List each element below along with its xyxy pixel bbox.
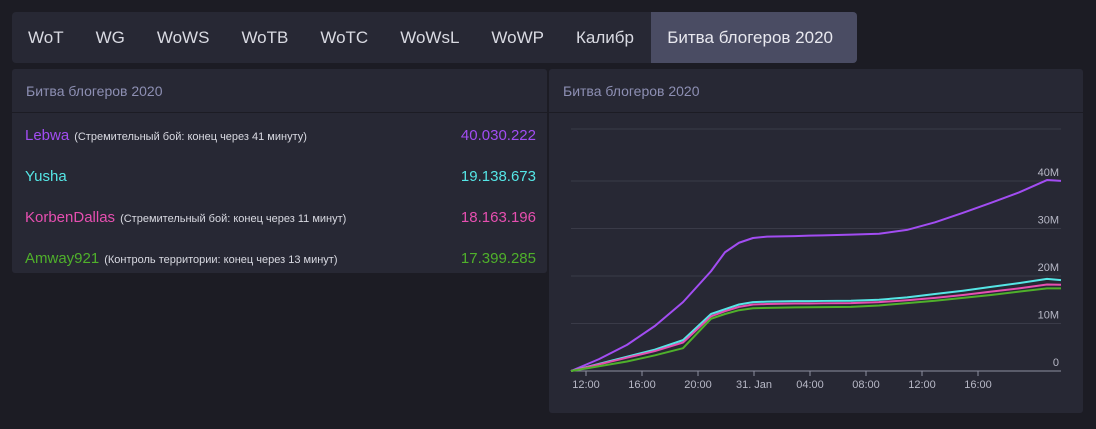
chart-panel: Битва блогеров 2020 0 10M 20M 30M 40M 12:00 16…	[549, 69, 1083, 413]
series-line-2	[570, 283, 1062, 372]
x-tick-label: 08:00	[852, 379, 880, 391]
x-tick-label: 16:00	[964, 379, 992, 391]
series-line-3	[570, 287, 1061, 372]
line-chart: 0 10M 20M 30M 40M 12:00 16:00 20:00 31. Jan 04:00…	[570, 128, 1062, 391]
player-name[interactable]: KorbenDallas	[25, 208, 116, 226]
row-label: KorbenDallas (Стремительный бой: конец че…	[25, 209, 346, 227]
player-name[interactable]: Amway921	[25, 249, 100, 267]
leaderboard-row: Amway921 (Контроль территории: конец чере…	[12, 238, 547, 279]
x-tick-label: 16:00	[628, 379, 656, 391]
chart-title: Битва блогеров 2020	[549, 69, 1083, 113]
leaderboard-row: KorbenDallas (Стремительный бой: конец че…	[12, 197, 547, 238]
player-score: 40.030.222	[460, 127, 536, 144]
y-tick-label: 30M	[1038, 215, 1059, 227]
leaderboard-panel: Битва блогеров 2020 Lebwa (Стремительный …	[12, 69, 547, 273]
tab-1[interactable]: WG	[95, 27, 125, 47]
player-name[interactable]: Yusha	[25, 167, 67, 185]
tab-bar: WoT WG WoWS WoTB WoTC WoWsL WoWP Калибр Битва бл…	[12, 12, 857, 63]
player-name[interactable]: Lebwa	[25, 126, 70, 144]
row-label: Lebwa (Стремительный бой: конец через 41 …	[25, 127, 307, 145]
tab-6[interactable]: WoWP	[491, 27, 544, 47]
player-score: 18.163.196	[460, 209, 536, 226]
series-line-1	[570, 277, 1062, 372]
y-tick-label: 10M	[1038, 310, 1059, 322]
series-line-0	[570, 179, 1062, 372]
tab-8[interactable]: Битва блогеров 2020	[651, 12, 857, 63]
player-score: 19.138.673	[460, 168, 536, 185]
leaderboard-list: Lebwa (Стремительный бой: конец через 41 …	[12, 113, 547, 279]
x-tick-label: 12:00	[572, 379, 600, 391]
tab-7[interactable]: Калибр	[576, 27, 634, 47]
x-tick-label: 31. Jan	[736, 379, 772, 391]
leaderboard-title: Битва блогеров 2020	[12, 69, 547, 113]
row-label: Amway921 (Контроль территории: конец чере…	[25, 250, 338, 268]
x-tick-label: 04:00	[796, 379, 824, 391]
x-tick-label: 12:00	[908, 379, 936, 391]
y-tick-label: 20M	[1038, 262, 1059, 274]
leaderboard-row: Yusha 19.138.673	[12, 156, 547, 197]
y-tick-label: 0	[1053, 357, 1059, 369]
battle-status: (Стремительный бой: конец через 11 минут…	[120, 212, 347, 225]
tab-0[interactable]: WoT	[28, 27, 64, 47]
battle-status: (Контроль территории: конец через 13 мин…	[104, 253, 338, 266]
tab-2[interactable]: WoWS	[156, 27, 210, 47]
leaderboard-row: Lebwa (Стремительный бой: конец через 41 …	[12, 115, 547, 156]
x-tick-label: 20:00	[684, 379, 712, 391]
tab-5[interactable]: WoWsL	[400, 27, 460, 47]
player-score: 17.399.285	[460, 250, 536, 267]
row-label: Yusha	[25, 168, 67, 186]
y-tick-label: 40M	[1038, 167, 1059, 179]
tab-3[interactable]: WoTB	[241, 27, 289, 47]
tab-4[interactable]: WoTC	[320, 27, 369, 47]
battle-status: (Стремительный бой: конец через 41 минут…	[74, 130, 307, 143]
